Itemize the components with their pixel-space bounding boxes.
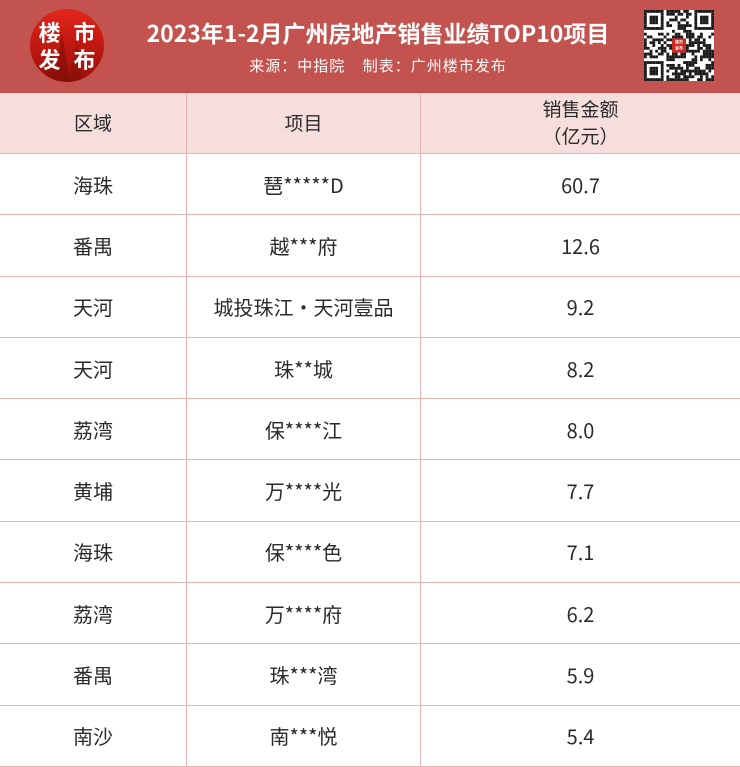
svg-text:发布: 发布: [675, 44, 683, 51]
